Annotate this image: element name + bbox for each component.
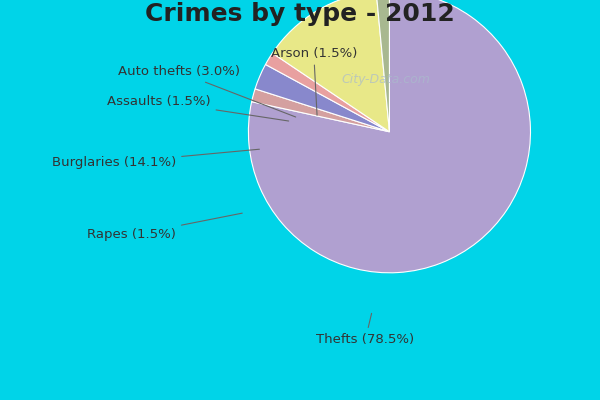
Wedge shape [248, 0, 530, 273]
Text: Burglaries (14.1%): Burglaries (14.1%) [52, 149, 259, 169]
Text: Assaults (1.5%): Assaults (1.5%) [107, 95, 289, 121]
Wedge shape [265, 53, 389, 132]
Text: City-Data.com: City-Data.com [342, 73, 431, 86]
Title: Crimes by type - 2012: Crimes by type - 2012 [145, 2, 455, 26]
Text: Rapes (1.5%): Rapes (1.5%) [87, 213, 242, 242]
Wedge shape [272, 0, 389, 132]
Text: Arson (1.5%): Arson (1.5%) [271, 46, 357, 115]
Wedge shape [255, 64, 389, 132]
Wedge shape [376, 0, 389, 132]
Text: Auto thefts (3.0%): Auto thefts (3.0%) [118, 66, 296, 117]
Wedge shape [251, 89, 389, 132]
Text: Thefts (78.5%): Thefts (78.5%) [316, 313, 415, 346]
